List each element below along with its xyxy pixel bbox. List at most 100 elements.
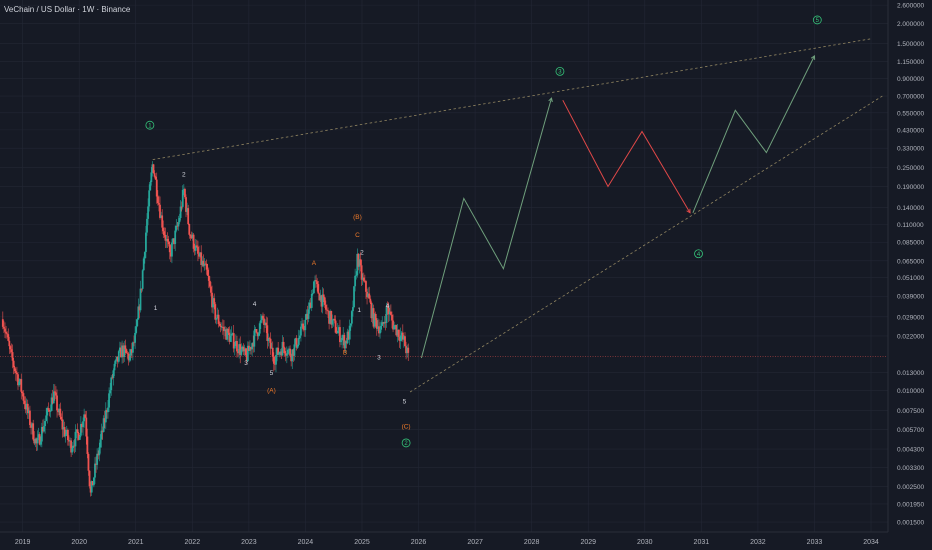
candle-body — [228, 332, 231, 342]
candle-body — [22, 393, 25, 401]
candle-body — [226, 328, 229, 340]
candle-body — [9, 346, 12, 350]
candle-body — [194, 245, 197, 251]
candle-body — [32, 423, 35, 440]
candle-body — [89, 486, 92, 493]
candle-body — [215, 318, 218, 320]
wave-label: 2 — [360, 250, 364, 257]
candle-body — [334, 320, 337, 333]
candle-body — [221, 326, 224, 328]
candle-body — [243, 348, 246, 352]
wave-label: B — [343, 350, 347, 357]
candle-body — [291, 349, 294, 362]
candle-body — [138, 306, 141, 311]
candle-body — [303, 329, 306, 331]
candle-body — [375, 320, 378, 329]
candle-body — [31, 423, 33, 428]
candle-body — [322, 294, 325, 298]
candle-body — [82, 421, 84, 428]
candle-body — [71, 447, 74, 453]
candle-body — [92, 477, 95, 486]
candle-body — [147, 206, 149, 219]
candle-body — [175, 225, 178, 231]
wave-label: (B) — [353, 214, 362, 221]
candle-body — [148, 190, 151, 207]
candle-body — [393, 325, 396, 330]
candle-body — [30, 425, 32, 428]
candle-body — [309, 302, 312, 308]
candle-body — [52, 391, 55, 404]
candle-body — [49, 410, 52, 412]
wave-label: 4 — [697, 252, 701, 258]
candle-body — [151, 164, 154, 173]
candle-body — [290, 355, 293, 362]
x-tick-label: 2023 — [241, 539, 257, 546]
candle-body — [245, 354, 248, 362]
candle-body — [130, 349, 133, 353]
candle-body — [16, 372, 18, 375]
candle-body — [368, 293, 371, 299]
candle-body — [60, 416, 63, 420]
wave-label: 5 — [403, 398, 407, 405]
candle-body — [94, 463, 96, 478]
wave-circle-marker — [555, 66, 565, 76]
candle-body — [224, 329, 226, 332]
candle-body — [129, 349, 132, 356]
candle-body — [200, 252, 203, 266]
candle-body — [79, 423, 82, 436]
candle-body — [45, 415, 48, 422]
candle-body — [366, 291, 368, 298]
candle-body — [355, 275, 358, 277]
candle-body — [304, 319, 307, 331]
candle-body — [162, 227, 165, 232]
y-tick-label: 0.065000 — [897, 258, 924, 265]
candle-body — [172, 238, 174, 243]
candle-body — [113, 363, 116, 371]
candle-body — [380, 325, 383, 330]
candle-body — [329, 311, 332, 324]
candle-body — [392, 320, 394, 330]
candle-body — [199, 252, 202, 257]
candle-body — [57, 410, 60, 413]
candle-body — [233, 346, 236, 349]
candle-body — [346, 331, 349, 344]
x-tick-label: 2029 — [580, 539, 596, 546]
y-tick-label: 1.500000 — [897, 41, 924, 48]
candle-body — [318, 293, 321, 301]
candle-body — [198, 253, 200, 257]
candle-body — [268, 338, 271, 340]
candle-body — [370, 302, 373, 319]
candle-body — [387, 307, 390, 315]
x-tick-label: 2022 — [185, 539, 201, 546]
candle-body — [165, 239, 168, 241]
candle-body — [283, 347, 286, 354]
candle-body — [3, 326, 5, 329]
candle-body — [247, 345, 250, 351]
candle-body — [42, 426, 44, 432]
candle-body — [61, 419, 64, 430]
candle-body — [125, 349, 128, 353]
x-tick-label: 2033 — [807, 539, 823, 546]
candle-body — [158, 203, 160, 205]
candle-body — [187, 208, 190, 225]
y-tick-label: 0.700000 — [897, 94, 924, 101]
projection-segment — [692, 55, 815, 213]
candle-body — [333, 318, 336, 321]
candle-body — [102, 418, 105, 432]
candle-body — [391, 314, 393, 321]
projection-arrowhead — [686, 208, 691, 214]
candle-body — [240, 349, 243, 355]
candle-body — [284, 353, 287, 356]
candle-body — [136, 319, 139, 327]
candle-body — [400, 332, 403, 336]
candle-body — [297, 337, 300, 345]
y-tick-label: 0.550000 — [897, 110, 924, 117]
candle-body — [353, 286, 355, 308]
candle-body — [326, 309, 328, 311]
candle-body — [274, 363, 276, 365]
candle-body — [242, 346, 245, 352]
wave-label: (C) — [402, 423, 411, 430]
candle-body — [46, 408, 49, 416]
candle-body — [251, 343, 254, 350]
